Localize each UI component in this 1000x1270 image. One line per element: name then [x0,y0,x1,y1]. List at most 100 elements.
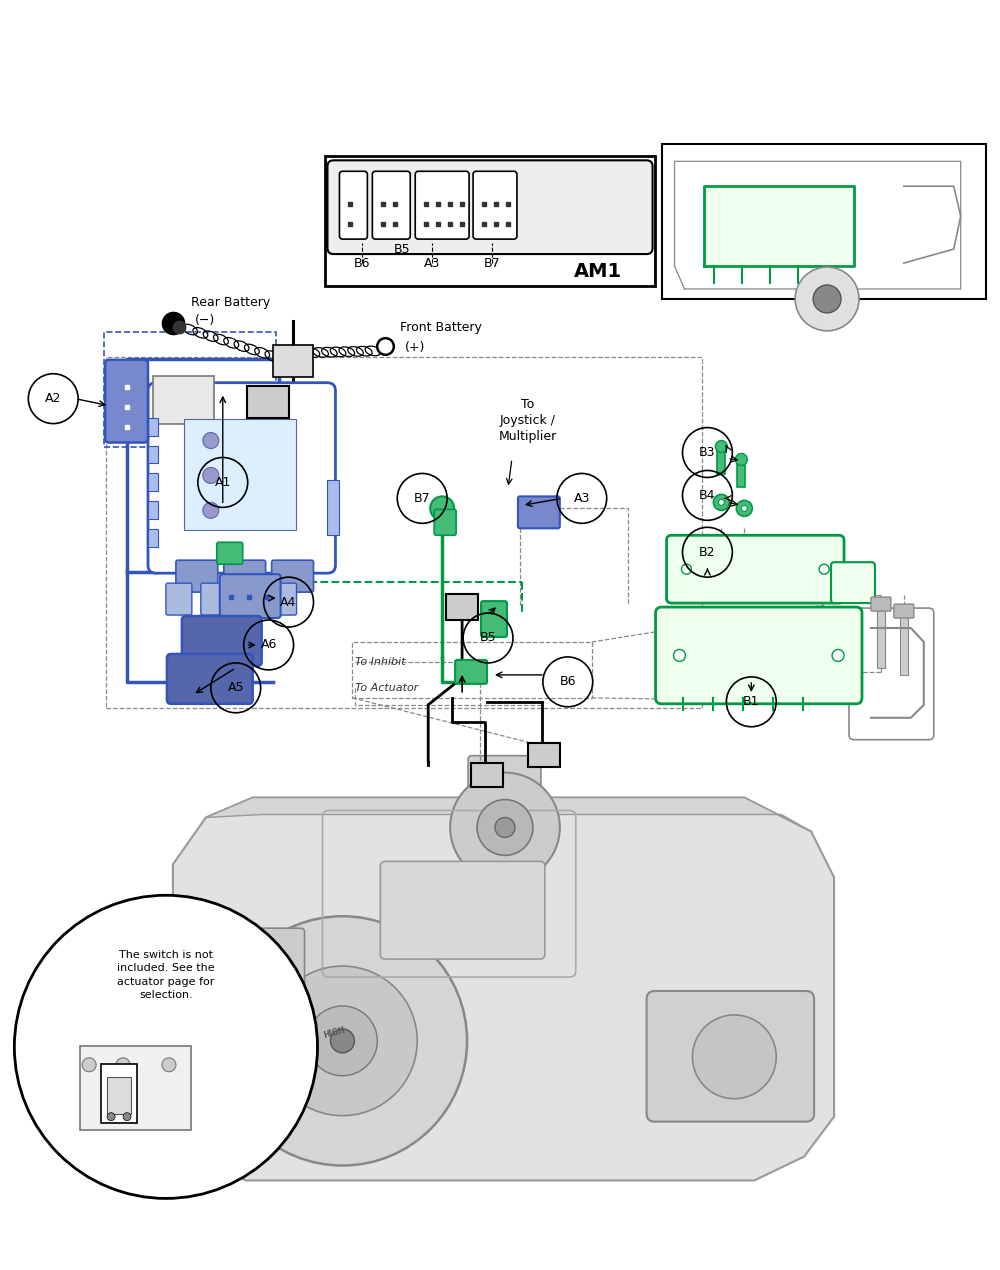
Text: B7: B7 [414,491,431,505]
FancyBboxPatch shape [148,382,335,573]
Text: B6: B6 [560,676,576,688]
Text: Front Battery: Front Battery [400,321,482,334]
FancyBboxPatch shape [831,563,875,603]
Bar [104,331,276,447]
FancyBboxPatch shape [468,756,541,836]
FancyBboxPatch shape [272,560,314,592]
Bar [148,418,158,436]
Circle shape [203,503,219,518]
Text: B5: B5 [480,631,496,644]
Text: AM1: AM1 [574,262,622,281]
FancyBboxPatch shape [80,1046,191,1129]
Circle shape [308,1006,377,1076]
Bar [148,474,158,491]
Circle shape [736,500,752,517]
Text: A2: A2 [45,392,61,405]
FancyBboxPatch shape [327,160,653,254]
Text: B2: B2 [699,546,716,559]
Text: A4: A4 [280,596,297,608]
FancyBboxPatch shape [339,171,367,239]
Bar [148,530,158,547]
Circle shape [116,1058,130,1072]
FancyBboxPatch shape [446,594,478,620]
Circle shape [123,1113,131,1120]
FancyBboxPatch shape [220,574,281,618]
Text: A3: A3 [424,257,440,269]
FancyBboxPatch shape [481,601,507,638]
Circle shape [268,966,417,1115]
Text: A3: A3 [574,491,590,505]
Circle shape [495,818,515,837]
Circle shape [735,453,747,466]
Circle shape [107,1113,115,1120]
FancyBboxPatch shape [105,359,148,442]
FancyBboxPatch shape [224,560,266,592]
FancyBboxPatch shape [201,583,227,615]
FancyBboxPatch shape [166,583,192,615]
Circle shape [203,467,219,484]
Circle shape [430,497,454,521]
FancyBboxPatch shape [717,450,725,475]
Circle shape [218,916,467,1166]
Text: B7: B7 [484,257,500,269]
FancyBboxPatch shape [455,660,487,683]
Circle shape [330,1029,354,1053]
FancyBboxPatch shape [737,462,745,488]
Text: HIGH: HIGH [323,1026,346,1040]
FancyBboxPatch shape [380,861,545,959]
Circle shape [832,649,844,662]
FancyBboxPatch shape [647,991,814,1121]
FancyBboxPatch shape [473,171,517,239]
Circle shape [162,1058,176,1072]
Text: B4: B4 [699,489,716,502]
Text: (−): (−) [195,315,215,328]
Text: To Actuator: To Actuator [355,683,419,693]
Text: A5: A5 [227,681,244,695]
Circle shape [14,895,318,1199]
FancyBboxPatch shape [182,616,262,665]
FancyBboxPatch shape [273,345,313,377]
FancyBboxPatch shape [215,928,305,988]
Text: The switch is not
included. See the
actuator page for
selection.: The switch is not included. See the actu… [117,950,215,999]
Circle shape [218,972,268,1022]
Text: To Inhibit: To Inhibit [355,657,406,667]
Text: B3: B3 [699,446,716,458]
FancyBboxPatch shape [247,386,289,418]
Bar [184,419,296,531]
Circle shape [450,772,560,883]
Circle shape [813,284,841,312]
Circle shape [713,494,729,511]
FancyBboxPatch shape [656,607,862,704]
FancyBboxPatch shape [271,583,297,615]
Circle shape [477,800,533,856]
Text: (+): (+) [405,342,426,354]
FancyBboxPatch shape [667,535,844,603]
Text: B6: B6 [354,257,371,269]
Text: Rear Battery: Rear Battery [191,296,270,310]
Text: B5: B5 [394,243,411,255]
Circle shape [795,267,859,331]
Circle shape [718,499,724,505]
Text: B1: B1 [743,695,760,709]
Bar [148,502,158,519]
Circle shape [819,564,829,574]
Polygon shape [206,798,811,832]
Bar [900,613,908,674]
Bar [662,145,986,298]
Circle shape [681,564,691,574]
Text: A1: A1 [215,476,231,489]
Circle shape [692,1015,776,1099]
FancyBboxPatch shape [101,1064,137,1123]
FancyBboxPatch shape [415,171,469,239]
Circle shape [674,649,685,662]
FancyBboxPatch shape [236,583,262,615]
Bar [325,156,655,286]
FancyBboxPatch shape [153,376,214,424]
FancyBboxPatch shape [871,597,891,611]
Circle shape [715,441,727,452]
FancyBboxPatch shape [167,654,253,704]
Circle shape [741,505,747,512]
FancyBboxPatch shape [372,171,410,239]
Text: A6: A6 [260,639,277,652]
FancyBboxPatch shape [704,187,854,265]
